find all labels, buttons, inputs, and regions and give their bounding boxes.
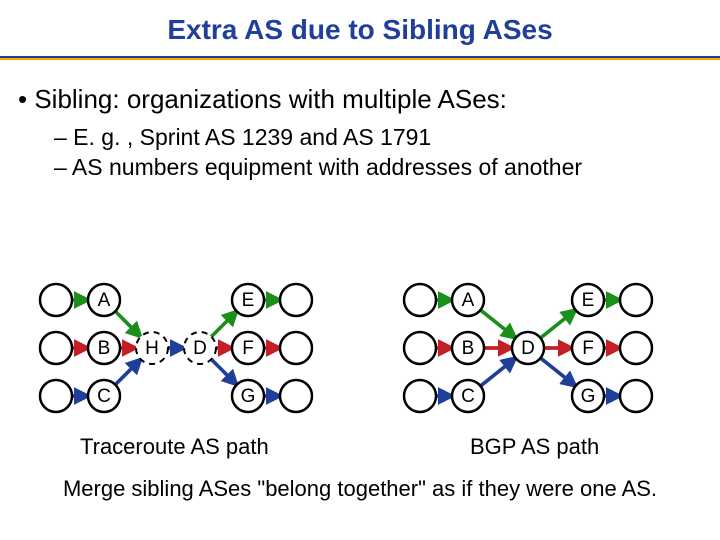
svg-text:G: G [241, 386, 256, 407]
svg-text:A: A [98, 290, 111, 311]
svg-text:E: E [582, 290, 595, 311]
svg-text:H: H [145, 338, 159, 359]
svg-text:G: G [581, 386, 596, 407]
svg-text:C: C [461, 386, 475, 407]
svg-text:B: B [462, 338, 475, 359]
svg-text:F: F [582, 338, 594, 359]
svg-text:F: F [242, 338, 254, 359]
svg-text:B: B [98, 338, 111, 359]
caption-right: BGP AS path [470, 434, 599, 460]
caption-left: Traceroute AS path [80, 434, 269, 460]
slide: Extra AS due to Sibling ASes • Sibling: … [0, 0, 720, 540]
bottom-note: Merge sibling ASes "belong together" as … [0, 476, 720, 502]
svg-text:D: D [193, 338, 207, 359]
svg-text:D: D [521, 338, 535, 359]
svg-text:E: E [242, 290, 255, 311]
svg-text:A: A [462, 290, 475, 311]
svg-text:C: C [97, 386, 111, 407]
